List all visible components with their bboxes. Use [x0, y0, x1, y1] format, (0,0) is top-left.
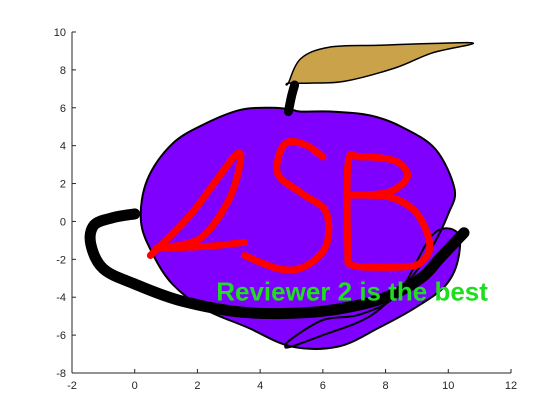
- series-ring-6: [84, 208, 470, 320]
- y-tick-label: 6: [60, 103, 66, 115]
- y-tick-label: 8: [60, 65, 66, 77]
- y-tick-label: 10: [54, 27, 66, 39]
- y-tick-label: -4: [56, 292, 66, 304]
- x-tick-label: 8: [383, 380, 389, 392]
- series-apple-0: [139, 106, 462, 350]
- x-ticks: -2 0 2 4 6 8 10 12: [67, 369, 517, 392]
- series-stem-2: [283, 80, 300, 117]
- series-letters-4: [241, 137, 333, 274]
- x-tick-label: 2: [194, 380, 200, 392]
- y-tick-label: -2: [56, 254, 66, 266]
- series-letters-5: [343, 150, 434, 271]
- y-tick-label: -6: [56, 330, 66, 342]
- y-ticks: -8 -6 -4 -2 0 2 4 6 8 10: [54, 27, 76, 380]
- y-tick-label: 2: [60, 179, 66, 191]
- chart-axes: -2 0 2 4 6 8 10 12 -8 -6 -4 -2 0 2 4 6 8 10: [54, 27, 517, 392]
- x-tick-label: 12: [505, 380, 517, 392]
- y-tick-label: 0: [60, 216, 66, 228]
- x-tick-label: -2: [67, 380, 77, 392]
- series-leaf-1: [285, 41, 475, 86]
- x-tick-label: 4: [257, 380, 263, 392]
- series-letters-3: [146, 149, 248, 259]
- x-tick-label: 10: [442, 380, 454, 392]
- chart-annotation: Reviewer 2 is the best: [216, 277, 488, 307]
- y-tick-label: -8: [56, 368, 66, 380]
- chart-marks: [84, 41, 475, 350]
- x-tick-label: 6: [320, 380, 326, 392]
- x-tick-label: 0: [132, 380, 138, 392]
- y-tick-label: 4: [60, 141, 66, 153]
